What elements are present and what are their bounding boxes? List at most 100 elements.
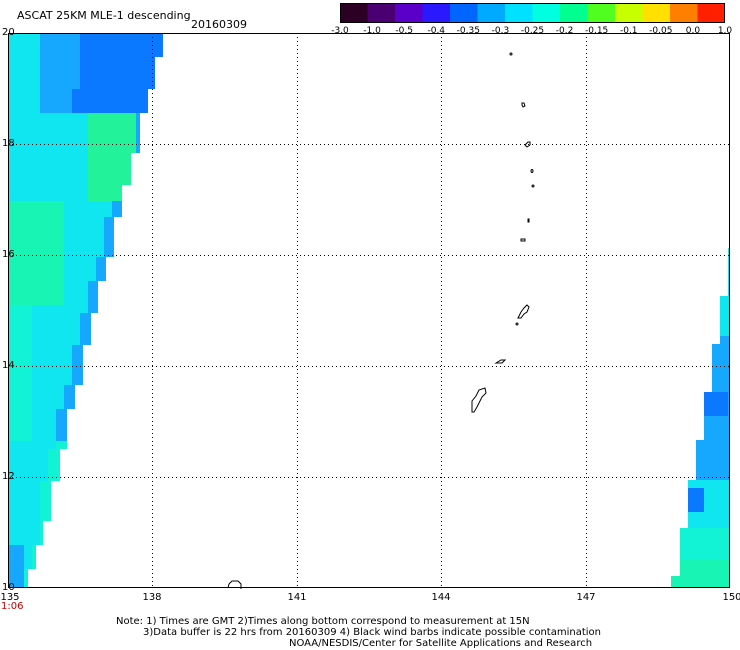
swath-cell: [40, 185, 48, 193]
swath-cell: [32, 321, 40, 329]
swath-cell: [8, 537, 16, 545]
swath-cell: [8, 233, 16, 241]
swath-cell: [32, 65, 40, 73]
swath-cell: [80, 313, 88, 321]
swath-cell: [32, 209, 40, 217]
swath-cell: [96, 169, 104, 177]
swath-cell: [72, 33, 80, 41]
swath-cell: [24, 369, 32, 377]
colorbar-tick-label: 1.0: [717, 26, 733, 36]
swath-cell: [24, 521, 32, 529]
swath-cell: [104, 169, 112, 177]
swath-cell: [112, 217, 114, 225]
swath-cell: [720, 392, 728, 400]
swath-cell: [48, 265, 56, 273]
swath-cell: [72, 49, 80, 57]
swath-cell: [48, 137, 56, 145]
swath-cell: [88, 145, 96, 153]
swath-cell: [136, 41, 144, 49]
swath-cell: [24, 265, 32, 273]
swath-cell: [144, 97, 148, 105]
swath-cell: [16, 449, 24, 457]
swath-cell: [16, 329, 24, 337]
swath-cell: [712, 480, 720, 488]
swath-cell: [8, 369, 16, 377]
swath-cell: [32, 561, 36, 569]
swath-cell: [24, 161, 32, 169]
swath-cell: [56, 297, 64, 305]
swath-cell: [48, 353, 56, 361]
swath-cell: [104, 177, 112, 185]
swath-cell: [704, 448, 712, 456]
longitude-label: 135: [0, 592, 20, 603]
swath-cell: [48, 489, 51, 497]
swath-cell: [112, 121, 120, 129]
colorbar-tick-label: -0.5: [395, 26, 413, 36]
swath-cell: [56, 321, 64, 329]
swath-cell: [8, 505, 16, 513]
swath-cell: [112, 65, 120, 73]
swath-cell: [40, 449, 48, 457]
swath-cell: [24, 561, 32, 569]
swath-cell: [24, 505, 32, 513]
swath-cell: [688, 480, 696, 488]
swath-cell: [88, 137, 96, 145]
swath-cell: [720, 376, 728, 384]
swath-cell: [48, 169, 56, 177]
swath-cell: [16, 313, 24, 321]
swath-cell: [144, 105, 148, 113]
swath-cell: [56, 449, 60, 457]
swath-cell: [712, 408, 720, 416]
swath-cell: [16, 481, 24, 489]
swath-cell: [32, 393, 40, 401]
swath-cell: [96, 161, 104, 169]
swath-cell: [24, 457, 32, 465]
swath-cell: [120, 89, 128, 97]
swath-cell: [48, 161, 56, 169]
swath-cell: [96, 57, 104, 65]
swath-cell: [8, 289, 16, 297]
swath-cell: [48, 281, 56, 289]
swath-cell: [136, 49, 144, 57]
swath-cell: [64, 217, 72, 225]
swath-cell: [24, 177, 32, 185]
swath-cell: [56, 217, 64, 225]
swath-cell: [88, 89, 96, 97]
swath-cell: [96, 41, 104, 49]
swath-cell: [64, 113, 72, 121]
swath-cell: [16, 537, 24, 545]
swath-cell: [32, 145, 40, 153]
swath-cell: [8, 57, 16, 65]
swath-cell: [32, 113, 40, 121]
swath-cell: [16, 145, 24, 153]
swath-cell: [8, 417, 16, 425]
swath-cell: [696, 544, 704, 552]
swath-cell: [16, 153, 24, 161]
swath-cell: [704, 472, 712, 480]
swath-cell: [712, 448, 720, 456]
swath-cell: [24, 257, 32, 265]
swath-cell: [128, 49, 136, 57]
swath-cell: [720, 496, 728, 504]
swath-cell: [80, 113, 88, 121]
swath-cell: [64, 289, 72, 297]
swath-cell: [8, 521, 16, 529]
swath-cell: [128, 89, 136, 97]
swath-cell: [8, 161, 16, 169]
swath-cell: [64, 393, 72, 401]
swath-cell: [128, 161, 131, 169]
swath-cell: [80, 377, 83, 385]
island-outline: [509, 52, 513, 56]
swath-cell: [40, 217, 48, 225]
swath-cell: [16, 401, 24, 409]
swath-cell: [48, 241, 56, 249]
swath-cell: [32, 225, 40, 233]
swath-cell: [8, 257, 16, 265]
swath-cell: [40, 129, 48, 137]
swath-cell: [64, 345, 72, 353]
swath-cell: [48, 33, 56, 41]
swath-cell: [64, 81, 72, 89]
swath-cell: [72, 73, 80, 81]
swath-cell: [104, 185, 112, 193]
swath-cell: [720, 520, 728, 528]
